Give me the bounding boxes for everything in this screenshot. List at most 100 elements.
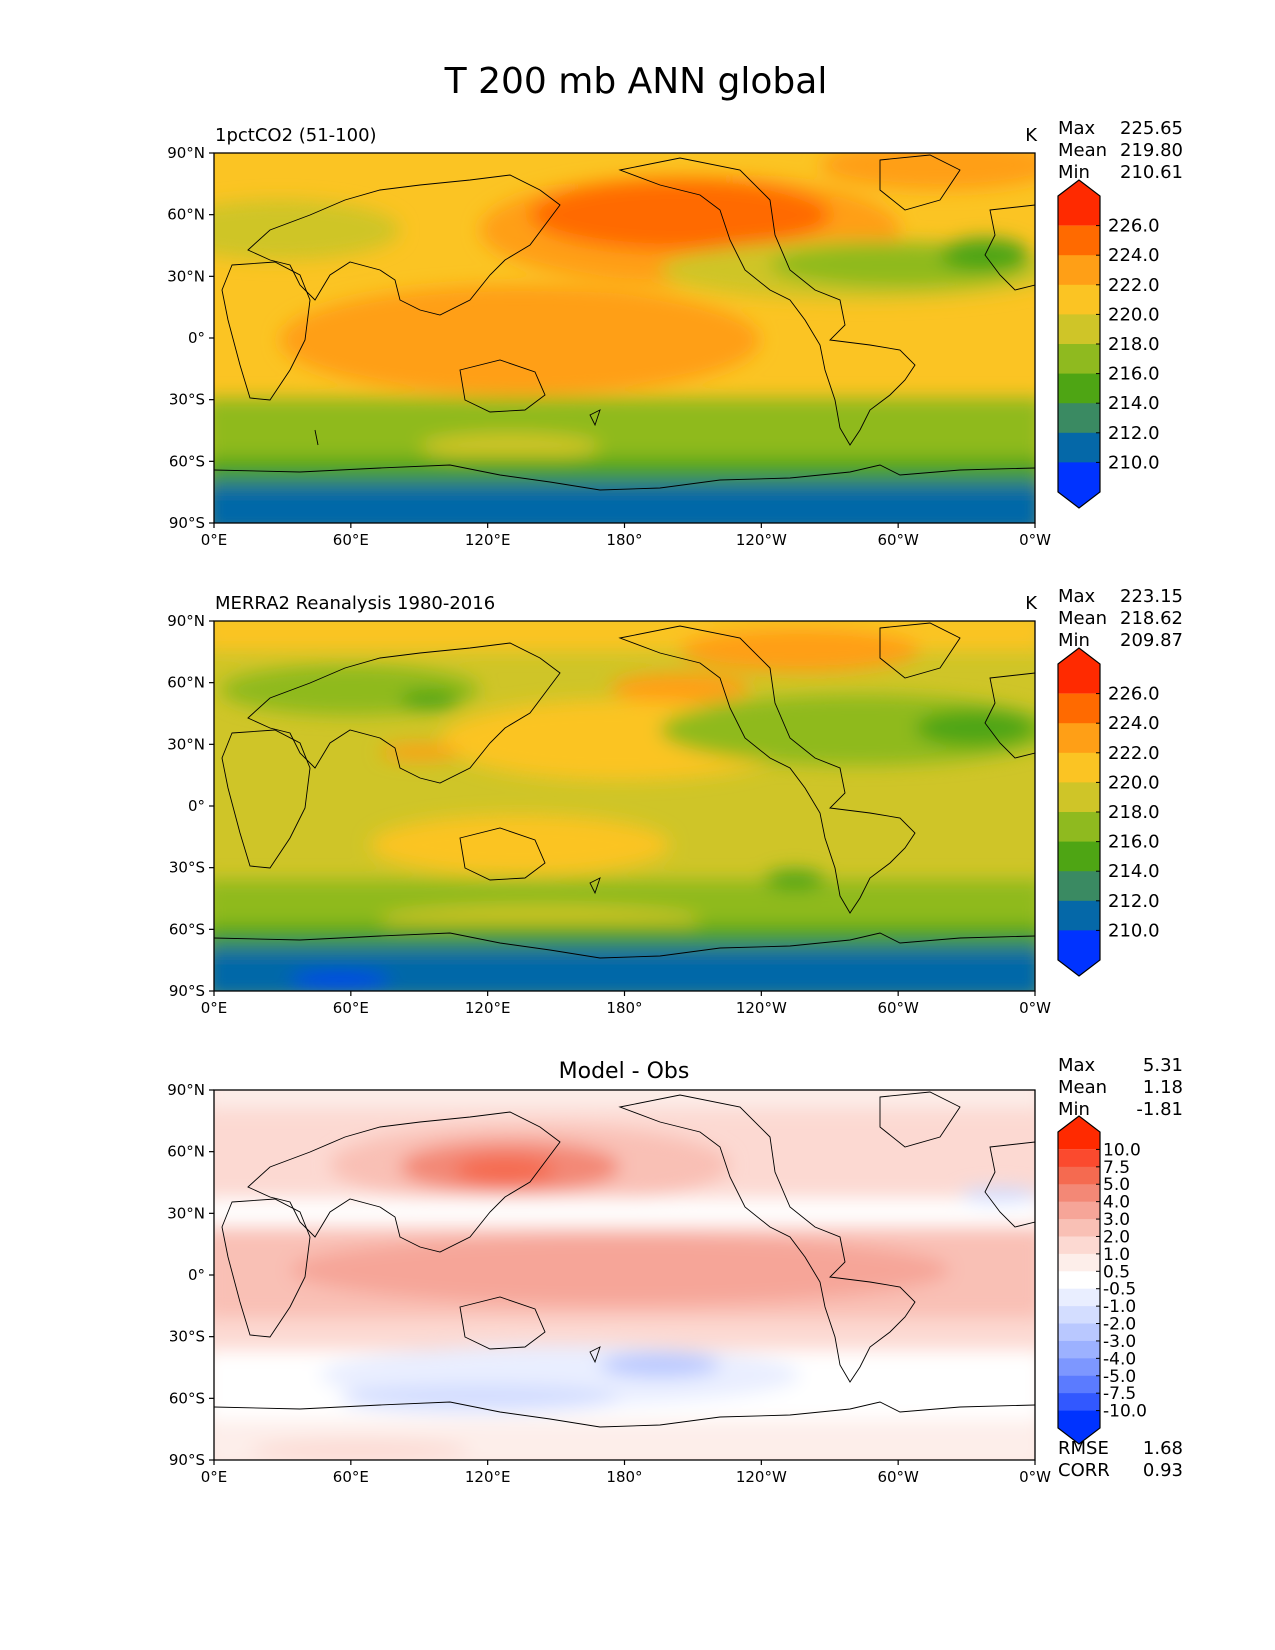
map-field — [214, 153, 1035, 523]
colorbar-segment — [1058, 1306, 1100, 1325]
field-polar-edge — [214, 476, 1035, 486]
field-arctic-light — [214, 1090, 1035, 1108]
colorbar-segment — [1058, 723, 1100, 754]
colorbar-label: -1.0 — [1103, 1297, 1136, 1317]
field-north-neutral — [214, 1198, 1035, 1226]
x-tick-label: 60°E — [333, 999, 369, 1017]
x-tick-label: 120°E — [465, 999, 511, 1017]
panel-title: Model - Obs — [559, 1059, 690, 1084]
field-tropical-warm — [280, 285, 760, 395]
colorbar-segment — [1058, 284, 1100, 315]
colorbar-label: -0.5 — [1103, 1280, 1136, 1300]
field-natl-min — [915, 710, 1035, 746]
x-tick-label: 60°E — [333, 531, 369, 549]
panel-model: 0°E 60°E 120°E 180° 120°W 60°W 0°W 90°N 60°N 30°N… — [167, 118, 1183, 549]
rmse-label: RMSE — [1058, 1438, 1109, 1459]
stat-mean-value: 218.62 — [1120, 608, 1183, 629]
stat-max-label: Max — [1058, 1055, 1096, 1076]
x-tick-label: 0°W — [1019, 999, 1051, 1017]
colorbar-label: -5.0 — [1103, 1367, 1136, 1387]
axes: 0°E 60°E 120°E 180° 120°W 60°W 0°W 90°N 60°N 30°N… — [167, 1081, 1051, 1486]
colorbar-segment — [1058, 255, 1100, 286]
field-smid-min — [765, 870, 825, 890]
field-europe-cool — [214, 200, 400, 260]
map-field — [214, 621, 1035, 991]
field-polar-edge — [214, 940, 1035, 952]
colorbar-segment — [1058, 1253, 1100, 1272]
stat-max-label: Max — [1058, 586, 1096, 607]
field-south-min — [600, 1353, 720, 1377]
colorbar: 10.07.55.04.03.02.01.00.5-0.5-1.0-2.0-3.… — [1057, 1115, 1147, 1445]
colorbar-segment — [1058, 1288, 1100, 1307]
y-tick-label: 30°N — [167, 267, 205, 285]
y-tick-label: 30°S — [169, 859, 205, 877]
x-tick-label: 60°W — [877, 1468, 919, 1486]
colorbar-label: -2.0 — [1103, 1315, 1136, 1335]
rmse-value: 1.68 — [1143, 1438, 1183, 1459]
stat-mean-label: Mean — [1058, 140, 1107, 161]
colorbar-label: 210.0 — [1108, 452, 1160, 473]
colorbar-segment — [1058, 1358, 1100, 1377]
stat-min-value: 210.61 — [1120, 162, 1183, 183]
colorbar-label: -4.0 — [1103, 1349, 1136, 1369]
colorbar-segment — [1058, 314, 1100, 345]
colorbar-segment — [1058, 871, 1100, 902]
colorbar-segment — [1058, 225, 1100, 256]
field-saus-warm — [370, 815, 670, 875]
colorbar-label: 2.0 — [1103, 1227, 1130, 1247]
y-tick-label: 60°S — [169, 1389, 205, 1407]
colorbar-label: 222.0 — [1108, 275, 1160, 296]
colorbar-label: 216.0 — [1108, 364, 1160, 385]
y-tick-label: 90°N — [167, 144, 205, 162]
colorbar-label: -3.0 — [1103, 1332, 1136, 1352]
panel-observation: 0°E 60°E 120°E 180° 120°W 60°W 0°W 90°N 60°N 30°N… — [167, 586, 1183, 1017]
x-tick-label: 60°W — [877, 531, 919, 549]
colorbar-segment — [1058, 373, 1100, 404]
stat-max-value: 223.15 — [1120, 586, 1183, 607]
colorbar-segment — [1058, 841, 1100, 872]
colorbar-segment — [1058, 693, 1100, 724]
field-india-warm — [380, 744, 460, 760]
stat-min-label: Min — [1058, 1099, 1090, 1120]
y-tick-label: 30°N — [167, 735, 205, 753]
colorbar-segment — [1058, 1219, 1100, 1237]
colorbar-label: 226.0 — [1108, 216, 1160, 237]
colorbar-label: 218.0 — [1108, 802, 1160, 823]
y-tick-label: 0° — [188, 329, 205, 347]
colorbar-segment — [1058, 752, 1100, 783]
field-natl-cool — [960, 1187, 1035, 1203]
colorbar-label: 210.0 — [1108, 920, 1160, 941]
panel-difference: 0°E 60°E 120°E 180° 120°W 60°W 0°W 90°N 60°N 30°N… — [167, 1055, 1183, 1486]
y-tick-label: 0° — [188, 1266, 205, 1284]
field-siberia-min — [400, 690, 460, 710]
field-npac-max — [530, 180, 830, 250]
axes: 0°E 60°E 120°E 180° 120°W 60°W 0°W 90°N 60°N 30°N… — [167, 144, 1051, 549]
map-field — [214, 1090, 1035, 1460]
y-tick-label: 0° — [188, 797, 205, 815]
corr-label: CORR — [1058, 1460, 1110, 1481]
x-tick-label: 60°E — [333, 1468, 369, 1486]
colorbar-label: 222.0 — [1108, 743, 1160, 764]
x-tick-label: 120°E — [465, 1468, 511, 1486]
colorbar-label: 3.0 — [1103, 1210, 1130, 1230]
colorbar-label: 224.0 — [1108, 713, 1160, 734]
colorbar-segment — [1058, 1184, 1100, 1203]
colorbar-segment — [1058, 648, 1100, 694]
colorbar-label: 212.0 — [1108, 891, 1160, 912]
coastlines — [214, 622, 1035, 959]
colorbar-segment — [1058, 930, 1100, 976]
x-tick-label: 0°E — [201, 999, 228, 1017]
x-tick-label: 120°W — [736, 999, 787, 1017]
colorbar-label: -7.5 — [1103, 1384, 1136, 1404]
colorbar-segment — [1058, 432, 1100, 463]
colorbar-outline — [1057, 179, 1101, 509]
stat-min-value: 209.87 — [1120, 630, 1183, 651]
colorbar-label: 212.0 — [1108, 423, 1160, 444]
colorbar-segment — [1058, 1166, 1100, 1185]
x-tick-label: 180° — [606, 1468, 642, 1486]
x-tick-label: 0°E — [201, 1468, 228, 1486]
field-polar — [214, 486, 1035, 523]
stat-min-label: Min — [1058, 630, 1090, 651]
y-tick-label: 30°N — [167, 1204, 205, 1222]
panel-title: MERRA2 Reanalysis 1980-2016 — [215, 593, 495, 614]
